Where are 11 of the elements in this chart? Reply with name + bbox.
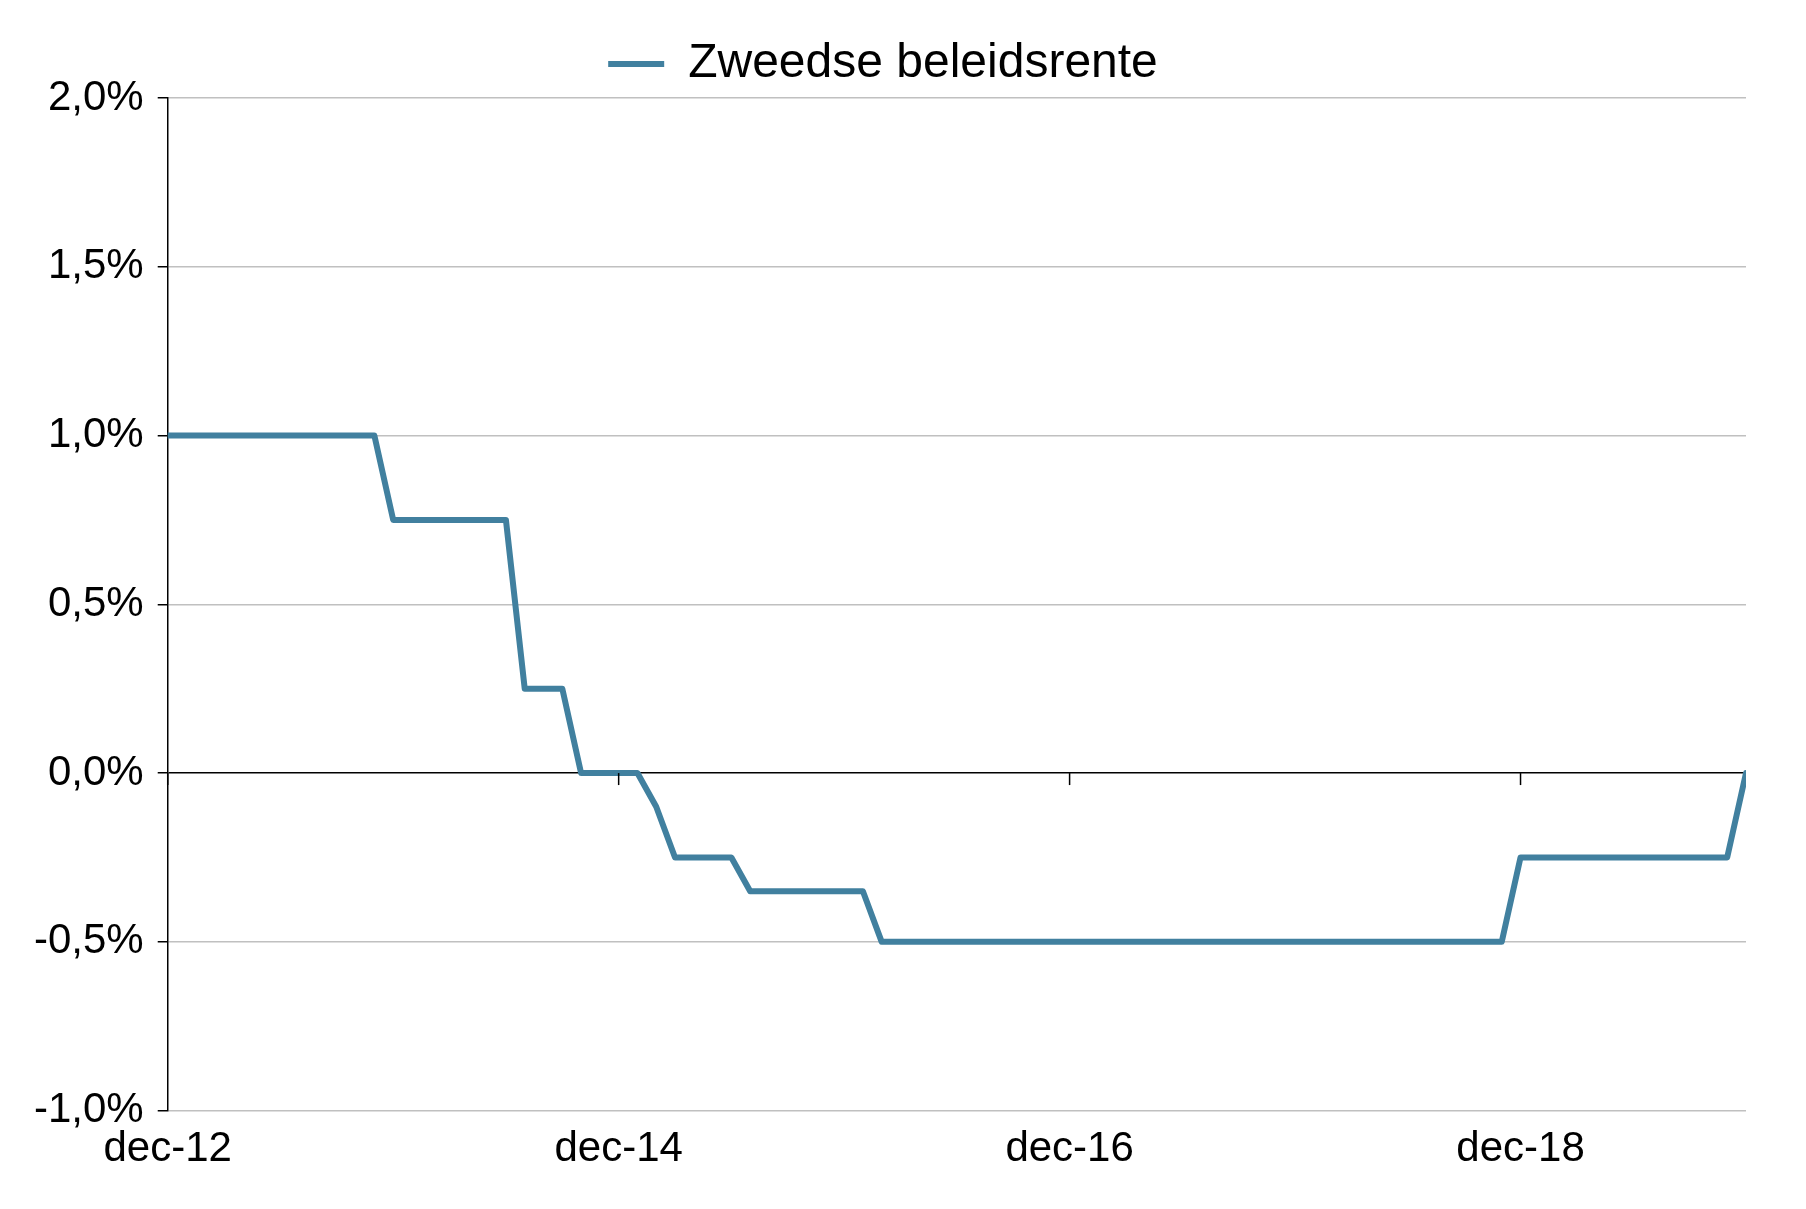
- y-tick-label: 2,0%: [47, 71, 144, 119]
- y-tick-label: 0,5%: [47, 577, 144, 625]
- y-tick-label: -0,5%: [34, 915, 144, 963]
- x-tick-label: dec-14: [554, 1123, 683, 1171]
- y-tick-label: 1,5%: [47, 240, 144, 288]
- x-tick-label: dec-16: [1005, 1123, 1134, 1171]
- y-tick-label: 1,0%: [47, 409, 144, 457]
- x-tick-label: dec-18: [1456, 1123, 1585, 1171]
- legend-label: Zweedse beleidsrente: [688, 34, 1158, 88]
- x-tick-label: dec-12: [103, 1123, 232, 1171]
- y-tick-label: 0,0%: [47, 746, 144, 794]
